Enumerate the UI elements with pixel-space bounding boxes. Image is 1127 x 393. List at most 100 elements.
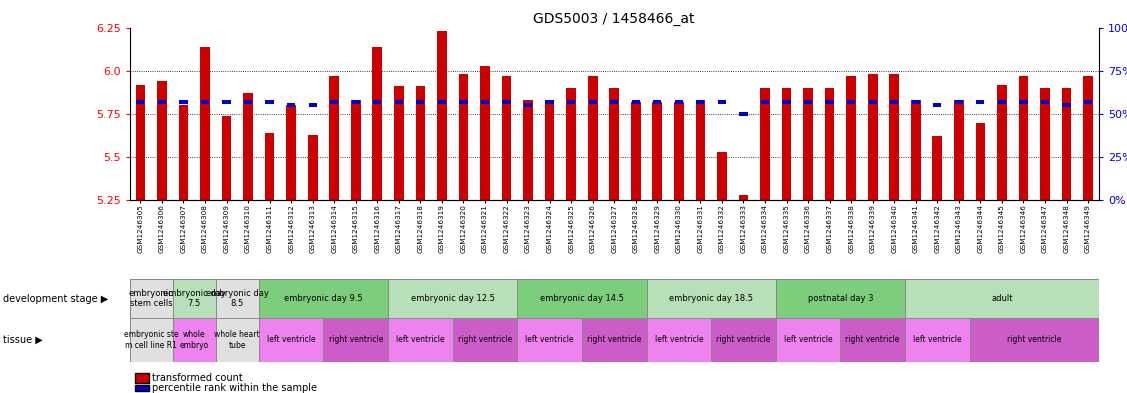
Bar [953, 100, 964, 200]
Bar [653, 102, 663, 200]
Bar [517, 279, 647, 318]
Bar [610, 88, 619, 200]
Bar [330, 100, 338, 104]
Text: right ventricle: right ventricle [329, 336, 383, 344]
Bar [997, 100, 1006, 104]
Bar [136, 100, 144, 104]
Text: whole
embryo: whole embryo [179, 330, 208, 350]
Bar [130, 318, 172, 362]
Bar [265, 133, 275, 200]
Bar [523, 100, 533, 200]
Bar [222, 116, 231, 200]
Bar [503, 100, 511, 104]
Bar [889, 74, 899, 200]
Bar [775, 318, 841, 362]
Bar [905, 279, 1099, 318]
Bar [654, 100, 662, 104]
Title: GDS5003 / 1458466_at: GDS5003 / 1458466_at [533, 13, 695, 26]
Bar [222, 100, 231, 104]
Bar [453, 318, 517, 362]
Bar [286, 105, 296, 200]
Text: tissue ▶: tissue ▶ [3, 335, 43, 345]
Bar [566, 88, 576, 200]
Bar [1062, 88, 1072, 200]
Bar [259, 279, 388, 318]
Bar [567, 100, 575, 104]
Bar [1019, 76, 1028, 200]
Bar [437, 100, 446, 104]
Bar [502, 76, 512, 200]
Bar [775, 279, 905, 318]
Bar [130, 279, 172, 318]
Bar [266, 100, 274, 104]
Bar [1084, 100, 1092, 104]
Text: right ventricle: right ventricle [458, 336, 512, 344]
Bar [739, 112, 747, 116]
Text: embryonic
stem cells: embryonic stem cells [128, 289, 174, 309]
Bar [545, 100, 553, 104]
Bar [631, 102, 640, 200]
Text: embryonic day
8.5: embryonic day 8.5 [206, 289, 268, 309]
Bar [460, 100, 468, 104]
Bar [647, 279, 775, 318]
Text: left ventricle: left ventricle [525, 336, 574, 344]
Bar [933, 103, 941, 107]
Bar [372, 46, 382, 200]
Bar [932, 136, 942, 200]
Text: percentile rank within the sample: percentile rank within the sample [152, 383, 317, 393]
Bar [215, 318, 259, 362]
Bar [373, 100, 381, 104]
Bar [674, 102, 684, 200]
Bar [157, 81, 167, 200]
Bar [760, 88, 770, 200]
Bar [848, 100, 855, 104]
Bar [329, 76, 339, 200]
Bar [846, 76, 857, 200]
Text: right ventricle: right ventricle [717, 336, 771, 344]
Bar [825, 100, 834, 104]
Bar [976, 100, 985, 104]
Bar [437, 31, 446, 200]
Bar [761, 100, 769, 104]
Bar [308, 135, 318, 200]
Bar [388, 279, 517, 318]
Bar [1019, 100, 1028, 104]
Text: embryonic day
7.5: embryonic day 7.5 [162, 289, 225, 309]
Bar [179, 100, 187, 104]
Bar [350, 100, 361, 200]
Text: embryonic day 14.5: embryonic day 14.5 [540, 294, 624, 303]
Bar [480, 66, 490, 200]
Bar [976, 123, 985, 200]
Bar [782, 100, 791, 104]
Bar [1040, 88, 1050, 200]
Bar [215, 279, 259, 318]
Bar [259, 318, 323, 362]
Text: embryonic day 9.5: embryonic day 9.5 [284, 294, 363, 303]
Bar [243, 93, 252, 200]
Bar [201, 46, 210, 200]
Bar [416, 86, 425, 200]
Bar [309, 103, 317, 107]
Bar [711, 318, 775, 362]
Bar [825, 88, 834, 200]
Text: left ventricle: left ventricle [267, 336, 316, 344]
Bar [459, 74, 469, 200]
Bar [905, 318, 969, 362]
Bar [696, 100, 704, 104]
Bar [738, 195, 748, 200]
Text: left ventricle: left ventricle [655, 336, 703, 344]
Text: adult: adult [991, 294, 1013, 303]
Bar [997, 84, 1006, 200]
Bar [524, 103, 532, 107]
Bar [588, 76, 597, 200]
Bar [158, 100, 166, 104]
Bar [782, 88, 791, 200]
Bar [695, 100, 706, 200]
Bar [675, 100, 683, 104]
Bar [804, 100, 813, 104]
Text: transformed count: transformed count [152, 373, 243, 384]
Bar [243, 100, 252, 104]
Text: embryonic day 18.5: embryonic day 18.5 [669, 294, 753, 303]
Bar [718, 100, 726, 104]
Bar [172, 318, 215, 362]
